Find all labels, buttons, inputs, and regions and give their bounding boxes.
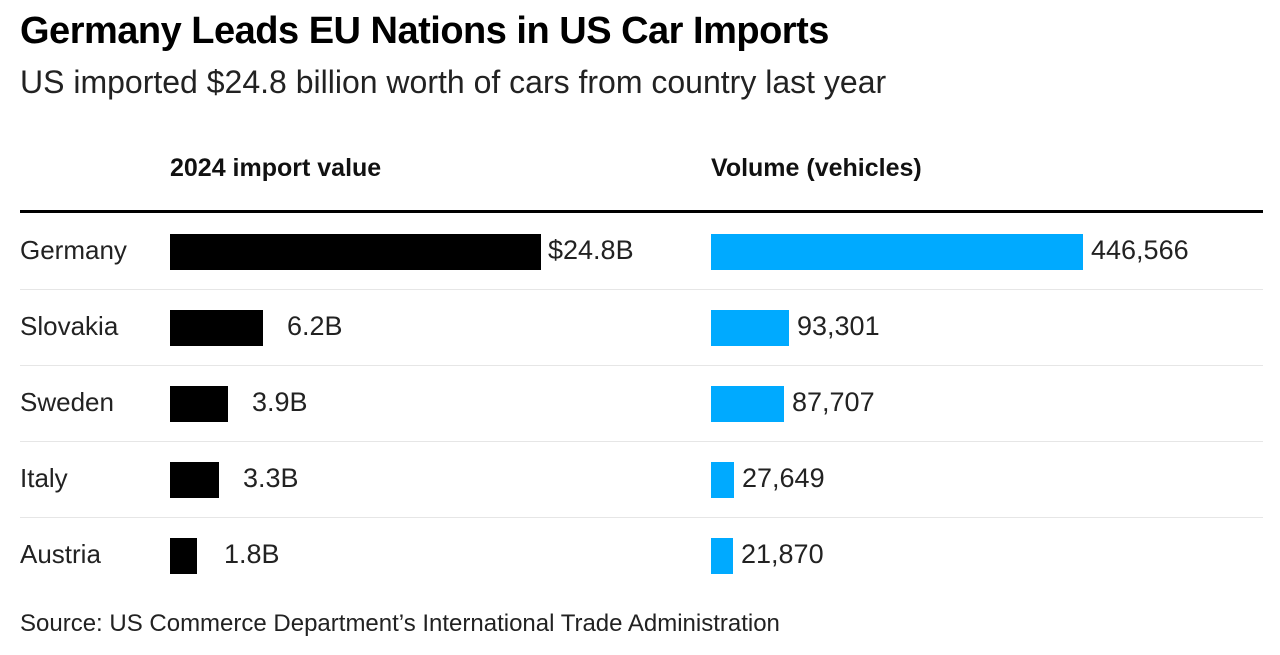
value-bar-germany (170, 234, 541, 270)
row-divider (20, 517, 1263, 518)
source-note: Source: US Commerce Department’s Interna… (20, 610, 780, 637)
chart-subtitle: US imported $24.8 billion worth of cars … (20, 64, 887, 100)
country-label-italy: Italy (20, 463, 68, 493)
volume-bar-slovakia (711, 310, 789, 346)
value-bar-italy (170, 462, 219, 498)
value-label-sweden: 3.9B (252, 387, 308, 417)
value-bar-austria (170, 538, 197, 574)
country-label-sweden: Sweden (20, 387, 114, 417)
row-divider (20, 441, 1263, 442)
value-label-austria: 1.8B (224, 539, 280, 569)
value-label-italy: 3.3B (243, 463, 299, 493)
country-label-germany: Germany (20, 235, 127, 265)
column-header-import-value: 2024 import value (170, 154, 382, 182)
column-header-volume: Volume (vehicles) (711, 154, 922, 182)
volume-bar-sweden (711, 386, 784, 422)
value-bar-sweden (170, 386, 228, 422)
value-label-slovakia: 6.2B (287, 311, 343, 341)
volume-bar-germany (711, 234, 1083, 270)
row-divider (20, 365, 1263, 366)
volume-bar-italy (711, 462, 734, 498)
volume-label-sweden: 87,707 (792, 387, 875, 417)
value-bar-slovakia (170, 310, 263, 346)
volume-label-italy: 27,649 (742, 463, 825, 493)
row-divider (20, 289, 1263, 290)
country-label-slovakia: Slovakia (20, 311, 119, 341)
chart-title: Germany Leads EU Nations in US Car Impor… (20, 10, 829, 52)
volume-label-germany: 446,566 (1091, 235, 1189, 265)
volume-bar-austria (711, 538, 733, 574)
country-label-austria: Austria (20, 539, 101, 569)
volume-label-austria: 21,870 (741, 539, 824, 569)
header-divider (20, 210, 1263, 213)
value-label-germany: $24.8B (548, 235, 634, 265)
volume-label-slovakia: 93,301 (797, 311, 880, 341)
